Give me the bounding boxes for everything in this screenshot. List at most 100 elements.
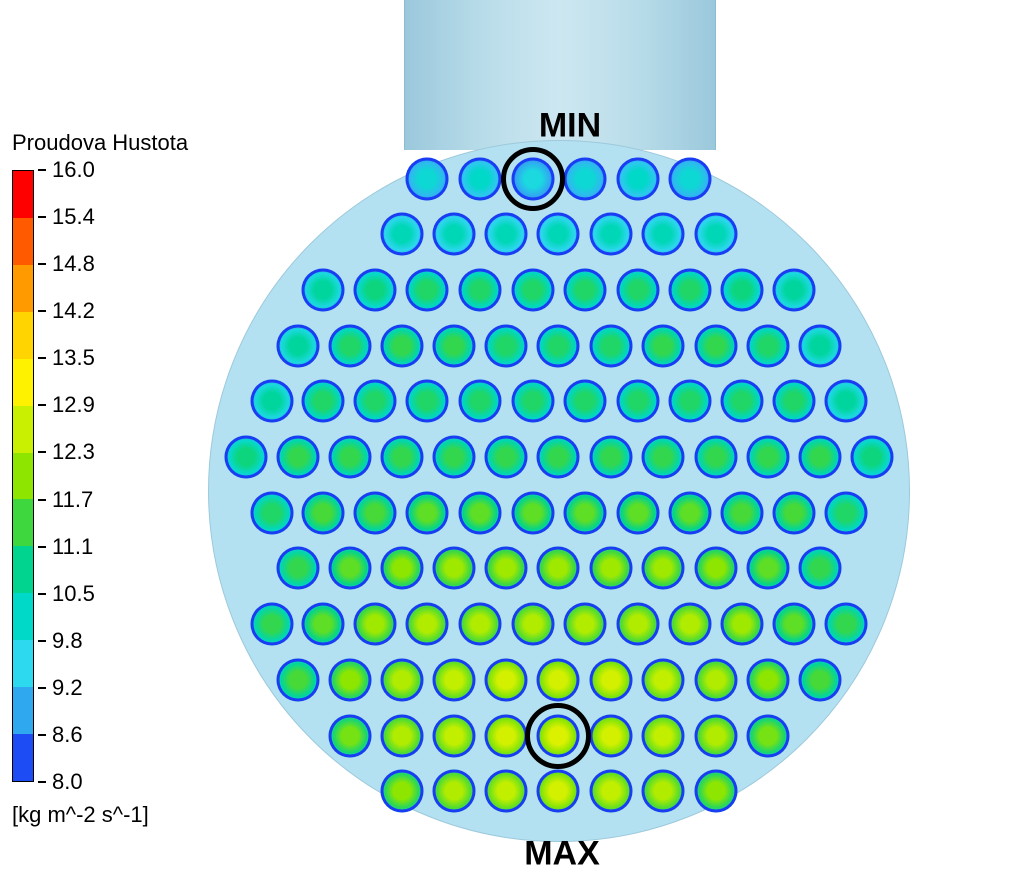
tick-mark xyxy=(38,640,46,642)
tube xyxy=(406,269,449,312)
legend-tick: 11.1 xyxy=(38,534,93,560)
tube xyxy=(590,715,633,758)
tube xyxy=(433,436,476,479)
tube xyxy=(695,770,738,813)
tick-label: 9.8 xyxy=(52,628,83,654)
tube xyxy=(825,603,868,646)
tube xyxy=(851,436,894,479)
tick-label: 16.0 xyxy=(52,157,95,183)
tube xyxy=(277,325,320,368)
tube xyxy=(302,603,345,646)
tube xyxy=(747,325,790,368)
legend-swatch xyxy=(13,453,33,500)
tube xyxy=(537,770,580,813)
tube xyxy=(590,213,633,256)
tube xyxy=(825,492,868,535)
tick-label: 13.5 xyxy=(52,345,95,371)
tube xyxy=(721,269,764,312)
tube xyxy=(721,492,764,535)
min-annotation: MIN xyxy=(539,107,601,146)
tube xyxy=(329,325,372,368)
tube xyxy=(642,436,685,479)
tick-label: 9.2 xyxy=(52,675,83,701)
tube xyxy=(642,213,685,256)
tube xyxy=(354,269,397,312)
tube xyxy=(669,603,712,646)
legend-swatch xyxy=(13,640,33,687)
tube xyxy=(695,436,738,479)
tube xyxy=(459,158,502,201)
tube xyxy=(564,380,607,423)
legend-swatch xyxy=(13,734,33,781)
tube xyxy=(617,603,660,646)
tube xyxy=(381,715,424,758)
tube xyxy=(669,380,712,423)
tube xyxy=(721,603,764,646)
tube xyxy=(773,603,816,646)
legend-tick: 15.4 xyxy=(38,204,95,230)
tick-mark xyxy=(38,451,46,453)
legend-tick: 14.2 xyxy=(38,298,95,324)
tube xyxy=(485,715,528,758)
tube xyxy=(537,659,580,702)
tube xyxy=(251,492,294,535)
tube xyxy=(617,380,660,423)
legend-tick: 9.2 xyxy=(38,675,83,701)
tube xyxy=(799,659,842,702)
tube xyxy=(433,547,476,590)
tube xyxy=(329,715,372,758)
tube xyxy=(642,659,685,702)
tube xyxy=(302,492,345,535)
min-marker-circle xyxy=(501,147,565,211)
tube xyxy=(354,380,397,423)
tube xyxy=(642,770,685,813)
legend-tick: 12.9 xyxy=(38,392,95,418)
legend-tick: 16.0 xyxy=(38,157,95,183)
tube xyxy=(512,269,555,312)
tick-mark xyxy=(38,734,46,736)
legend-swatch xyxy=(13,265,33,312)
tube xyxy=(381,213,424,256)
tube xyxy=(459,269,502,312)
legend-tick: 9.8 xyxy=(38,628,83,654)
tick-mark xyxy=(38,357,46,359)
tick-mark xyxy=(38,310,46,312)
tick-mark xyxy=(38,404,46,406)
tube xyxy=(381,659,424,702)
tube xyxy=(302,269,345,312)
tube xyxy=(406,380,449,423)
tube xyxy=(381,436,424,479)
tube xyxy=(564,603,607,646)
tube xyxy=(669,158,712,201)
tube xyxy=(564,158,607,201)
legend-tick: 11.7 xyxy=(38,487,93,513)
tube xyxy=(825,380,868,423)
tube xyxy=(459,492,502,535)
tube xyxy=(459,380,502,423)
tick-label: 8.6 xyxy=(52,722,83,748)
tube xyxy=(695,659,738,702)
tube xyxy=(537,213,580,256)
tube xyxy=(799,547,842,590)
legend-swatch xyxy=(13,312,33,359)
tube xyxy=(642,547,685,590)
tube xyxy=(747,547,790,590)
max-annotation: MAX xyxy=(524,835,600,874)
tube xyxy=(564,492,607,535)
tube xyxy=(225,436,268,479)
tube xyxy=(406,158,449,201)
tube xyxy=(617,269,660,312)
legend-tick: 10.5 xyxy=(38,581,95,607)
legend-tick: 14.8 xyxy=(38,251,95,277)
tick-mark xyxy=(38,593,46,595)
tube xyxy=(381,547,424,590)
tube xyxy=(251,380,294,423)
legend-swatch xyxy=(13,359,33,406)
tube xyxy=(721,380,764,423)
tube xyxy=(485,547,528,590)
tube xyxy=(433,770,476,813)
tube xyxy=(695,325,738,368)
tick-label: 11.1 xyxy=(52,534,93,560)
tube xyxy=(459,603,502,646)
tube xyxy=(277,436,320,479)
